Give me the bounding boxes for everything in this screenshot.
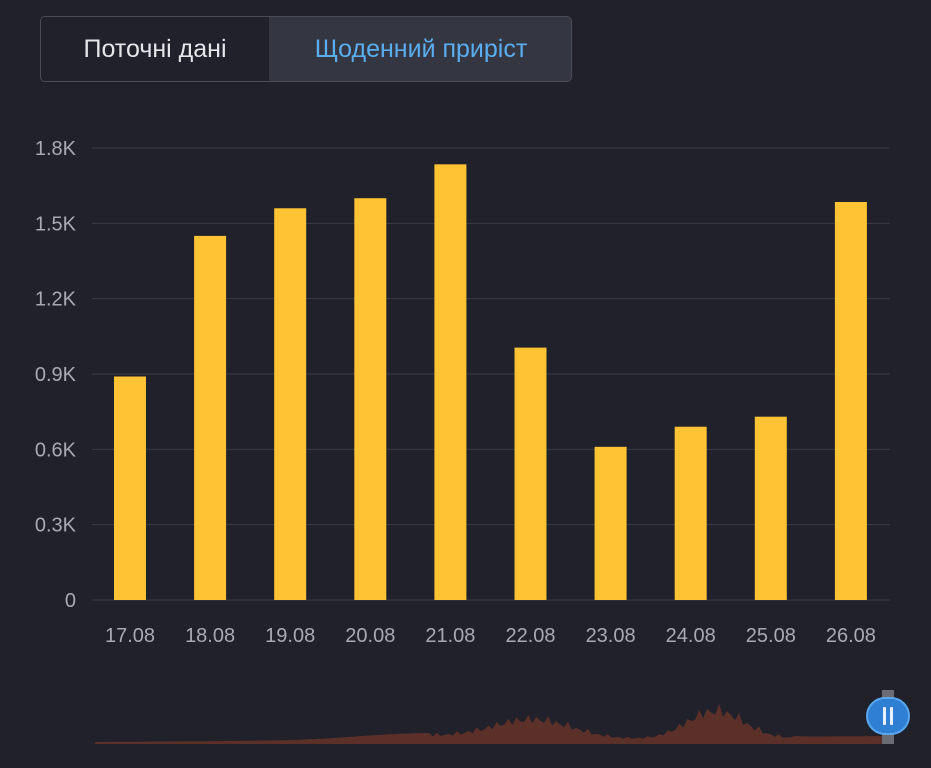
x-tick-label: 19.08 [265, 625, 315, 647]
x-tick-label: 17.08 [105, 625, 155, 647]
bar-20.08[interactable] [354, 198, 387, 600]
x-tick-label: 22.08 [505, 625, 555, 647]
y-tick-label: 0.3K [35, 515, 77, 537]
x-tick-label: 23.08 [586, 625, 636, 647]
y-tick-label: 1.5K [35, 213, 77, 235]
y-tick-label: 0.9K [35, 364, 77, 386]
x-tick-label: 20.08 [345, 625, 395, 647]
x-tick-label: 21.08 [425, 625, 475, 647]
bar-chart: 0 0.3K 0.6K 0.9K 1.2K 1.5K 1.8K 17.08 18.08 19.08… [35, 138, 890, 647]
y-tick-label: 0 [65, 590, 76, 612]
view-tabs: Поточні дані Щоденний приріст [40, 16, 572, 82]
bar-21.08[interactable] [434, 164, 467, 601]
bar-17.08[interactable] [114, 376, 146, 600]
bar-23.08[interactable] [594, 446, 627, 600]
tab-current-data[interactable]: Поточні дані [41, 17, 269, 81]
tab-daily-growth[interactable]: Щоденний приріст [269, 17, 571, 81]
bar-19.08[interactable] [274, 208, 307, 600]
bar-25.08[interactable] [754, 416, 787, 600]
y-tick-label: 0.6K [35, 439, 77, 461]
x-tick-label: 24.08 [666, 625, 716, 647]
handle-grip-line [883, 707, 886, 725]
bar-22.08[interactable] [514, 347, 547, 600]
x-tick-label: 26.08 [826, 625, 876, 647]
bar-24.08[interactable] [674, 426, 707, 600]
range-slider-handle-icon[interactable] [866, 697, 910, 735]
handle-grip-line [890, 707, 893, 725]
bar-18.08[interactable] [194, 235, 227, 600]
x-tick-label: 18.08 [185, 625, 235, 647]
x-tick-label: 25.08 [746, 625, 796, 647]
y-tick-label: 1.8K [35, 138, 77, 160]
bar-26.08[interactable] [834, 201, 867, 600]
navigator-area [95, 703, 890, 744]
y-tick-label: 1.2K [35, 289, 77, 311]
